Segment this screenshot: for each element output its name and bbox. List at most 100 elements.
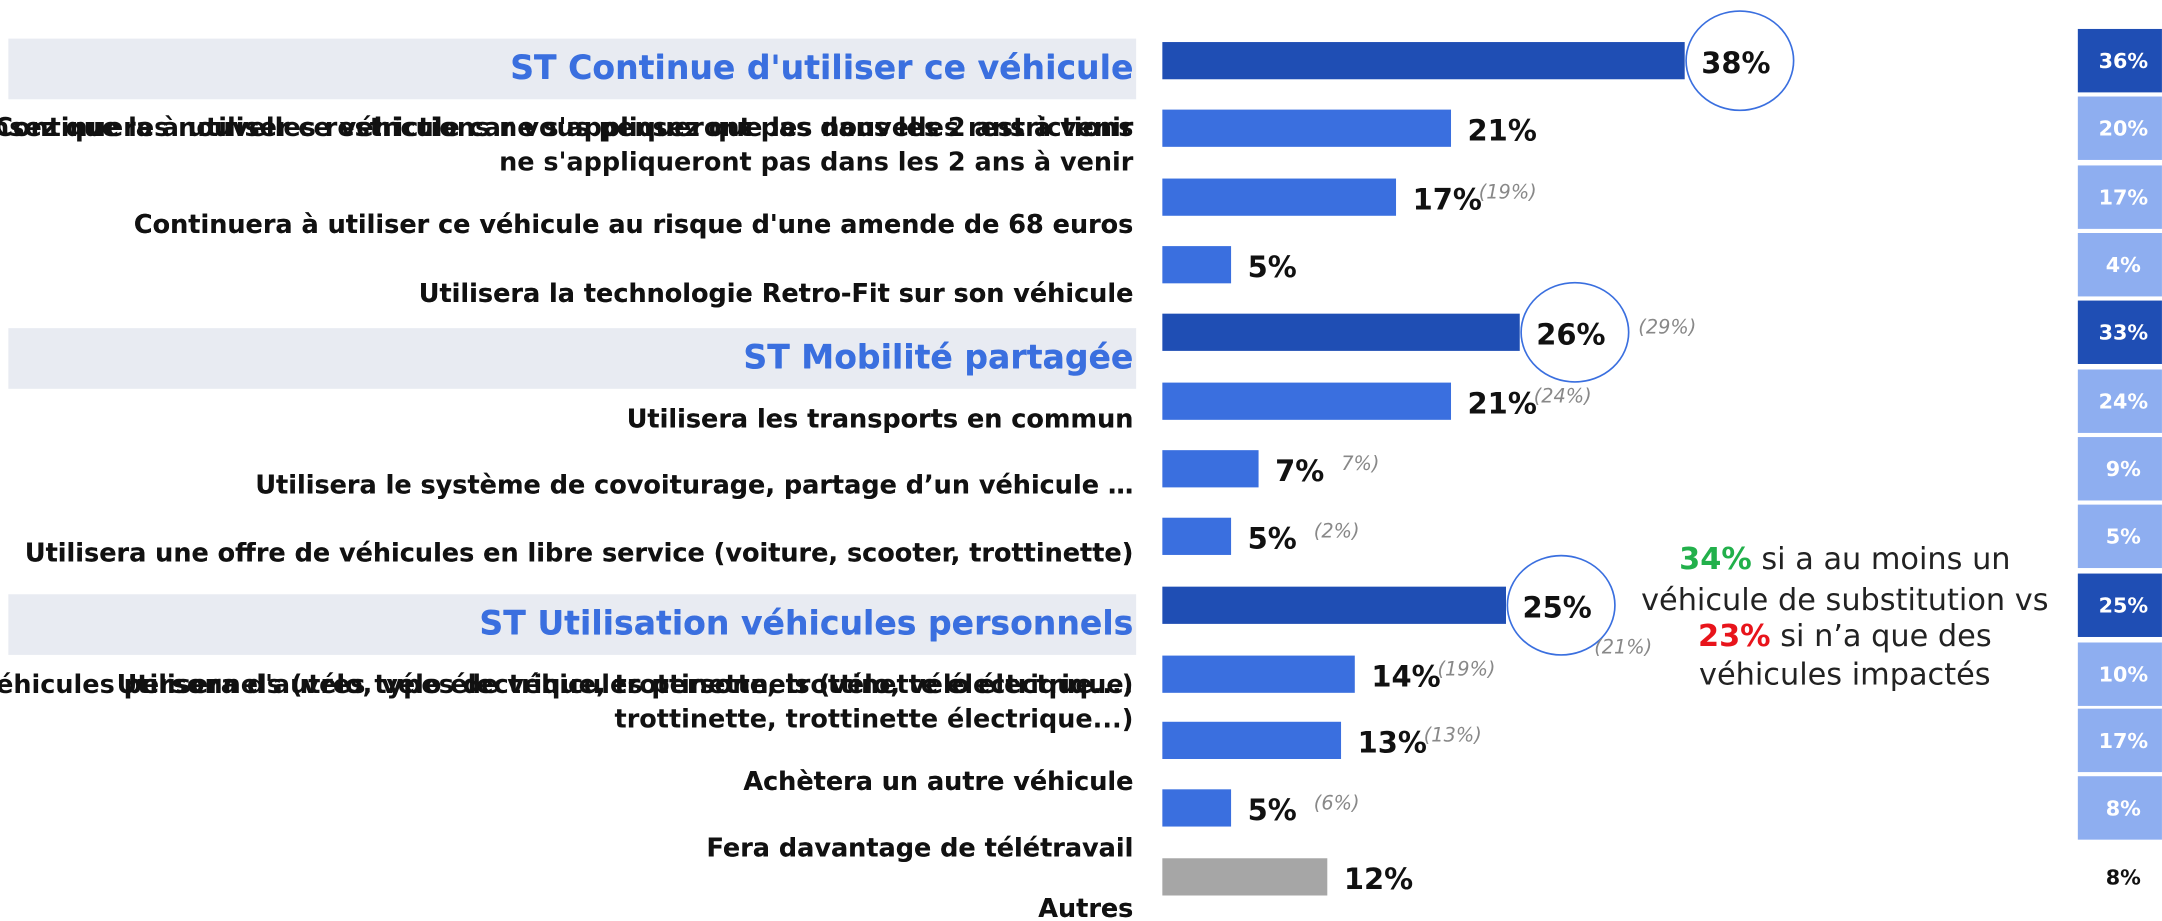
side-cell <box>2077 96 2162 160</box>
annotation-part: si a au moins un <box>1752 541 2011 576</box>
side-cell <box>2077 233 2162 297</box>
value-label: 21% <box>1468 113 1537 147</box>
annotation-part: si n’a que des <box>1771 618 1992 653</box>
value-label: 14% <box>1371 659 1440 693</box>
value-label: 38% <box>1701 46 1770 80</box>
bar <box>1162 858 1328 896</box>
comparison-label: (13%) <box>1424 724 1482 747</box>
category-label: Utilisera une offre de véhicules en libr… <box>25 538 1133 568</box>
value-label: 12% <box>1344 862 1413 896</box>
value-label: 5% <box>1248 793 1297 827</box>
side-value: 33% <box>2099 321 2149 345</box>
group-label: ST Continue d'utiliser ce véhiculeST Con… <box>510 47 1133 86</box>
group-label: ST Utilisation véhicules personnelsST Ut… <box>479 603 1133 642</box>
annotation-part: véhicules impactés <box>1699 657 1991 692</box>
category-label: Utilisera le système de covoiturage, par… <box>255 471 1133 501</box>
side-cell <box>2077 708 2162 773</box>
label-line: Achètera un autre véhicule <box>743 767 1133 797</box>
side-cell <box>2077 437 2162 501</box>
side-value: 17% <box>2099 186 2149 210</box>
side-value: 25% <box>2099 594 2149 618</box>
annotation-part: véhicule de substitution vs <box>1641 583 2048 618</box>
annotation-line: 23% si n’a que des <box>1698 618 1992 653</box>
category-label: Continuera à utiliser ce véhicule au ris… <box>134 210 1133 240</box>
side-value: 17% <box>2099 729 2149 753</box>
comparison-label: 7%) <box>1341 452 1379 475</box>
annotation-part: 34% <box>1679 541 1752 576</box>
category-label: AutresAutres <box>1038 894 1133 921</box>
value-label: 17% <box>1413 182 1482 216</box>
bar <box>1162 246 1232 284</box>
category-label: Fera davantage de télétravailFera davant… <box>707 833 1134 863</box>
value-label: 25% <box>1523 590 1592 624</box>
comparison-label: (19%) <box>1479 181 1537 204</box>
side-value: 8% <box>2106 865 2141 889</box>
group-band <box>8 328 1137 389</box>
side-value: 20% <box>2099 117 2149 141</box>
bar <box>1162 42 1685 80</box>
annotation-line: véhicules impactés <box>1699 657 1991 692</box>
comparison-label: (29%) <box>1638 316 1696 339</box>
bar <box>1162 721 1342 759</box>
side-cell <box>2077 776 2162 840</box>
side-cell <box>2077 504 2162 569</box>
label-line: ST Continue d'utiliser ce véhicule <box>510 47 1133 86</box>
value-label: 21% <box>1468 386 1537 420</box>
category-label: Continuera à utiliser ce véhicule car vo… <box>0 113 1134 177</box>
label-line: trottinette, trottinette électrique...) <box>615 704 1134 734</box>
group-band <box>8 38 1137 100</box>
comparison-label: (6%) <box>1314 791 1360 814</box>
label-line: Utilisera d'autres types de véhicules pe… <box>117 670 1134 700</box>
bar <box>1162 789 1232 827</box>
bar <box>1162 450 1259 488</box>
highlight-circle <box>1520 281 1630 383</box>
bar <box>1162 517 1232 555</box>
side-value: 24% <box>2099 390 2149 414</box>
label-line: Autres <box>1038 894 1133 921</box>
label-line: Continuera à utiliser ce véhicule car vo… <box>0 113 1133 143</box>
group-band <box>8 594 1137 655</box>
annotation-part: 23% <box>1698 618 1771 653</box>
bar <box>1162 109 1452 147</box>
comparison-label: (19%) <box>1438 658 1496 681</box>
annotation-line: 34% si a au moins un <box>1679 541 2010 576</box>
value-label: 5% <box>1248 521 1297 555</box>
highlight-circle <box>1685 10 1795 112</box>
comparison-label: (24%) <box>1534 385 1592 408</box>
group-label: ST Mobilité partagéeST Mobilité partagée <box>743 337 1133 376</box>
side-value: 9% <box>2106 457 2141 481</box>
label-line: Utilisera le système de covoiturage, par… <box>255 471 1133 501</box>
value-label: 5% <box>1248 250 1297 284</box>
bar <box>1162 178 1397 216</box>
label-line: Utilisera les transports en commun <box>627 405 1134 435</box>
comparison-label: (21%) <box>1594 636 1652 659</box>
side-cell <box>2077 28 2162 93</box>
label-line: Continuera à utiliser ce véhicule au ris… <box>134 210 1133 240</box>
side-cell <box>2077 369 2162 433</box>
side-value: 36% <box>2099 49 2149 73</box>
side-cell <box>2077 845 2162 909</box>
bar <box>1162 313 1520 351</box>
bar <box>1162 586 1506 624</box>
category-label: Utilisera d'autres types de véhicules pe… <box>0 670 1133 734</box>
side-cell <box>2077 573 2162 637</box>
category-label: Utilisera les transports en communUtilis… <box>627 405 1134 435</box>
annotation-line: véhicule de substitution vs <box>1641 583 2048 618</box>
bar <box>1162 655 1355 693</box>
label-line: Fera davantage de télétravail <box>707 833 1134 863</box>
side-value: 5% <box>2106 525 2141 549</box>
side-cell <box>2077 165 2162 229</box>
highlight-circle <box>1506 554 1616 656</box>
bar <box>1162 382 1452 420</box>
side-value: 8% <box>2106 796 2141 820</box>
label-line: ne s'appliqueront pas dans les 2 ans à v… <box>499 147 1134 177</box>
label-line: ST Utilisation véhicules personnels <box>479 603 1133 642</box>
side-value: 4% <box>2106 253 2141 277</box>
category-label: Achètera un autre véhiculeAchètera un au… <box>743 767 1133 797</box>
value-label: 26% <box>1536 317 1605 351</box>
category-label: Utilisera la technologie Retro-Fit sur s… <box>419 279 1134 309</box>
side-value: 10% <box>2099 663 2149 687</box>
label-line: Utilisera la technologie Retro-Fit sur s… <box>419 279 1134 309</box>
side-cell <box>2077 642 2162 706</box>
